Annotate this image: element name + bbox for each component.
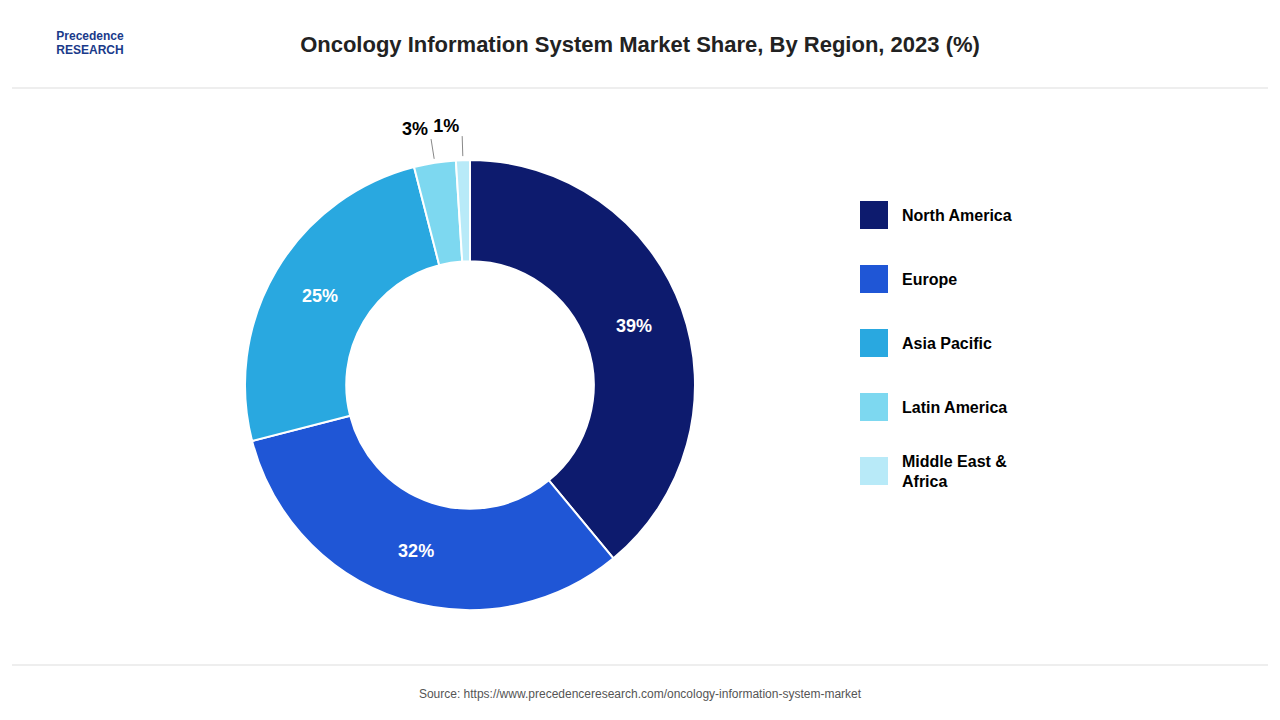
- text-line: Middle East &: [902, 453, 1007, 470]
- logo-text: PrecedenceRESEARCH: [56, 29, 124, 57]
- text-line: North America: [902, 207, 1012, 224]
- text-line: Latin America: [902, 399, 1007, 416]
- data-label: 3%: [402, 119, 428, 139]
- legend-swatch: [860, 393, 888, 421]
- legend: North America Europe Asia Pacific Latin Ame…: [860, 201, 1012, 489]
- legend-swatch: [860, 201, 888, 229]
- text-line: Europe: [902, 271, 957, 288]
- legend-label: North America: [902, 207, 1012, 224]
- legend-swatch: [860, 329, 888, 357]
- legend-label: Latin America: [902, 399, 1007, 416]
- leader-line: [462, 136, 464, 156]
- text-line: Africa: [902, 472, 947, 489]
- legend-label: Asia Pacific: [902, 335, 992, 352]
- legend-swatch: [860, 265, 888, 293]
- donut-slice: [414, 160, 462, 265]
- text-line: Precedence: [56, 29, 124, 43]
- text-line: Asia Pacific: [902, 335, 992, 352]
- legend-label: Middle East & Africa: [902, 453, 1007, 489]
- donut-slice: [245, 167, 439, 441]
- legend-label: Europe: [902, 271, 957, 288]
- chart-title: Oncology Information System Market Share…: [300, 32, 980, 57]
- data-label: 32%: [398, 541, 434, 561]
- text-line: RESEARCH: [56, 43, 123, 57]
- chart-canvas: Oncology Information System Market Share…: [0, 0, 1280, 720]
- leader-line: [431, 139, 434, 159]
- data-labels: 39% 32% 25% 3%1%: [302, 116, 652, 561]
- source-note: Source: https://www.precedenceresearch.c…: [419, 687, 862, 701]
- divider: [12, 665, 1268, 666]
- donut-slice: [470, 160, 695, 558]
- legend-swatch: [860, 457, 888, 485]
- donut-slice: [456, 160, 470, 261]
- divider: [12, 88, 1268, 89]
- data-label: 39%: [616, 316, 652, 336]
- donut-slice: [252, 416, 613, 610]
- data-label: 1%: [433, 116, 459, 136]
- donut: [245, 160, 695, 610]
- data-label: 25%: [302, 286, 338, 306]
